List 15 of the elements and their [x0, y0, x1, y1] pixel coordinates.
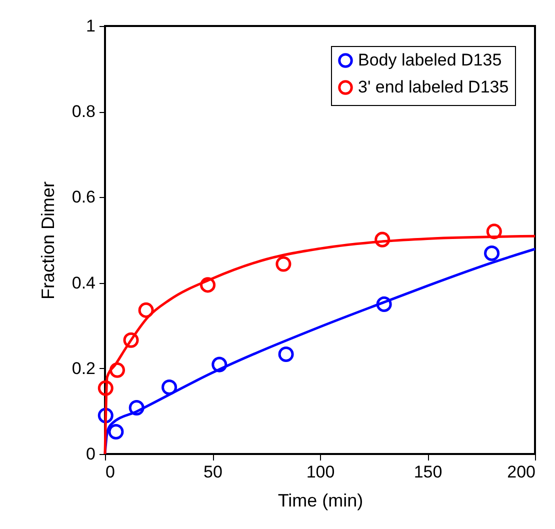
legend-label: 3' end labeled D135 — [358, 78, 509, 96]
x-tick-label: 200 — [507, 462, 536, 482]
x-axis-title: Time (min) — [278, 490, 364, 510]
y-tick-label: 0.4 — [72, 273, 96, 292]
legend-label: Body labeled D135 — [358, 50, 502, 70]
y-tick-label: 0.6 — [72, 188, 96, 207]
y-tick-label: 1 — [86, 16, 96, 36]
x-tick-label: 100 — [306, 462, 335, 482]
y-tick-label: 0.2 — [72, 358, 96, 378]
x-tick-label: 50 — [204, 462, 222, 482]
y-tick-label: 0.8 — [72, 102, 96, 122]
y-tick-label: 0 — [86, 444, 96, 464]
x-tick-label: 150 — [414, 462, 442, 482]
y-axis-title: Fraction Dimer — [38, 181, 58, 300]
x-tick-label: 0 — [106, 462, 115, 482]
